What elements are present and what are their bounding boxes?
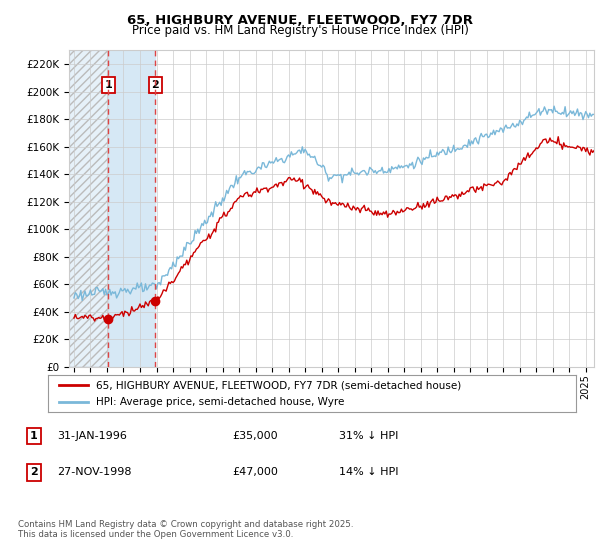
- Text: 14% ↓ HPI: 14% ↓ HPI: [340, 468, 399, 478]
- Text: 31-JAN-1996: 31-JAN-1996: [58, 431, 127, 441]
- Text: 65, HIGHBURY AVENUE, FLEETWOOD, FY7 7DR (semi-detached house): 65, HIGHBURY AVENUE, FLEETWOOD, FY7 7DR …: [95, 380, 461, 390]
- Bar: [108, 50, 155, 367]
- Text: 27-NOV-1998: 27-NOV-1998: [58, 468, 132, 478]
- Text: Price paid vs. HM Land Registry's House Price Index (HPI): Price paid vs. HM Land Registry's House …: [131, 24, 469, 37]
- Text: 1: 1: [104, 80, 112, 90]
- Text: 2: 2: [151, 80, 159, 90]
- Text: Contains HM Land Registry data © Crown copyright and database right 2025.
This d: Contains HM Land Registry data © Crown c…: [18, 520, 353, 539]
- Text: 31% ↓ HPI: 31% ↓ HPI: [340, 431, 399, 441]
- Text: 2: 2: [30, 468, 38, 478]
- Text: £35,000: £35,000: [232, 431, 278, 441]
- Text: £47,000: £47,000: [232, 468, 278, 478]
- Bar: [69, 50, 108, 367]
- Text: HPI: Average price, semi-detached house, Wyre: HPI: Average price, semi-detached house,…: [95, 397, 344, 407]
- Text: 65, HIGHBURY AVENUE, FLEETWOOD, FY7 7DR: 65, HIGHBURY AVENUE, FLEETWOOD, FY7 7DR: [127, 14, 473, 27]
- Text: 1: 1: [30, 431, 38, 441]
- Bar: [69, 50, 108, 367]
